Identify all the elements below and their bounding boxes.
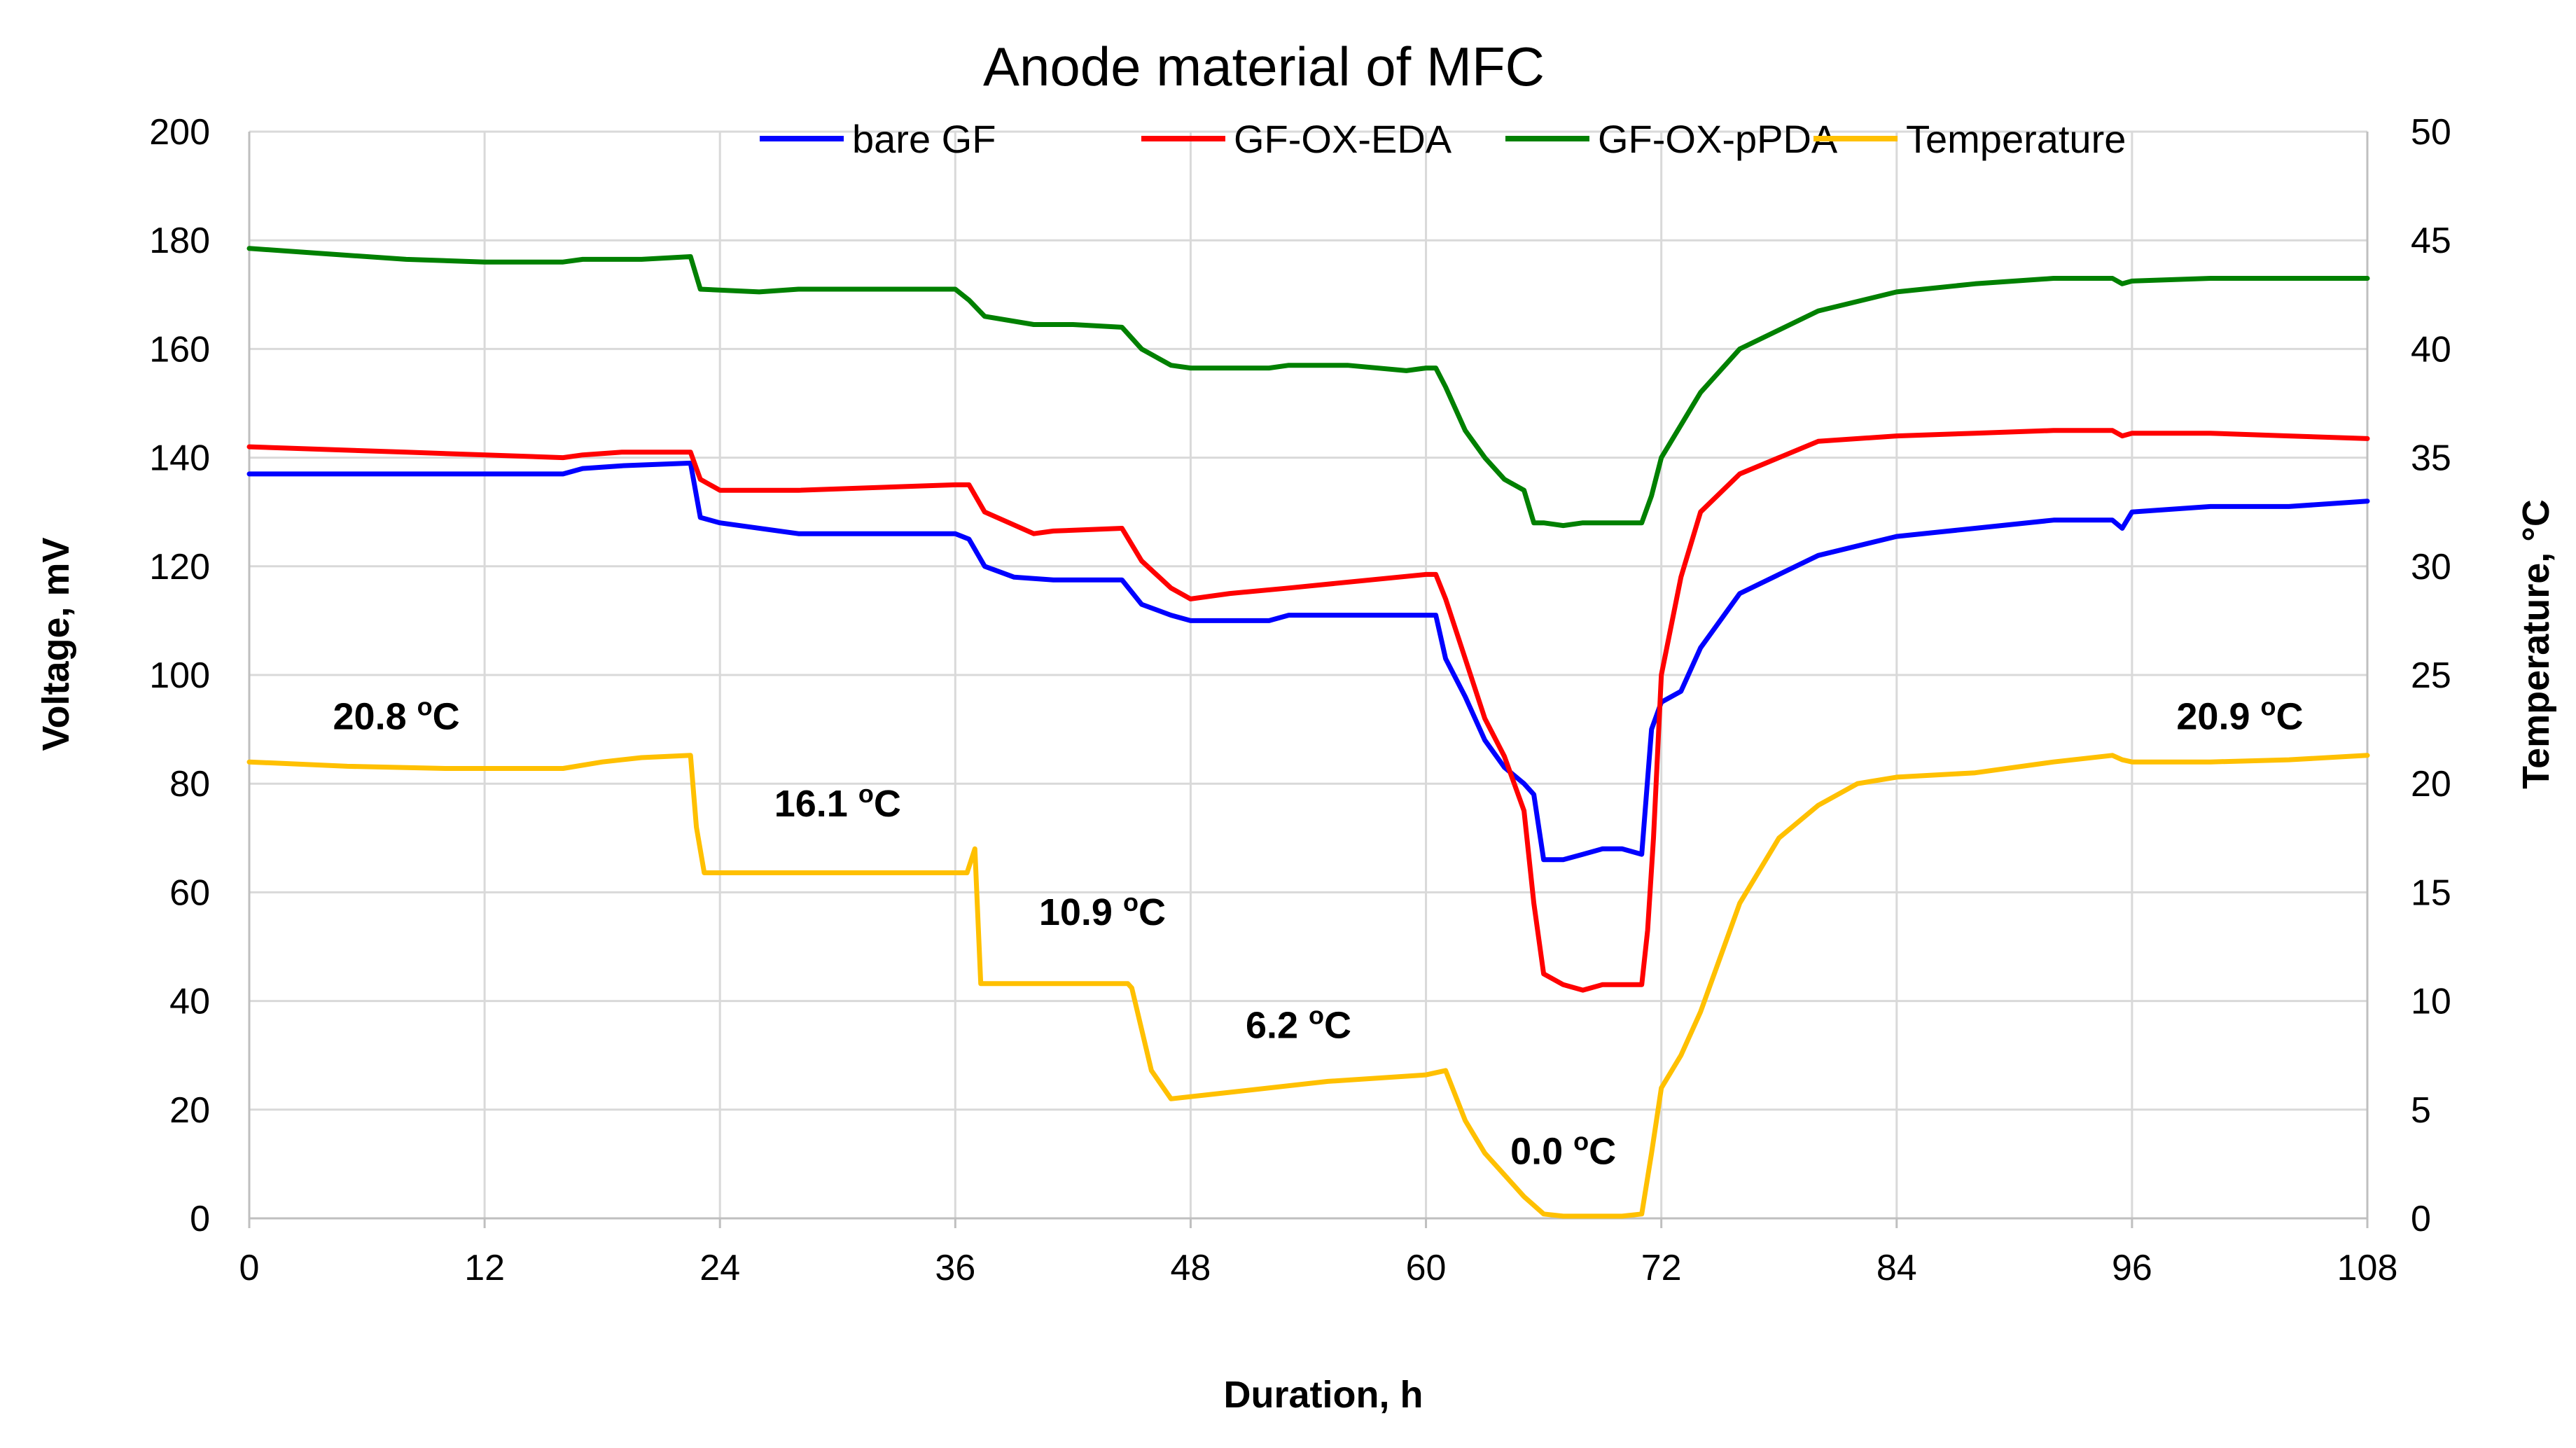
y2-tick-label: 40 (2411, 329, 2451, 370)
legend: bare GF GF-OX-EDA GF-OX-pPDA Temperature (760, 117, 2126, 161)
x-tick-label: 108 (2337, 1248, 2398, 1288)
x-tick-label: 96 (2112, 1248, 2152, 1288)
x-axis-title: Duration, h (1224, 1374, 1423, 1416)
y2-tick-label: 10 (2411, 982, 2451, 1022)
y-tick-label: 160 (149, 329, 210, 370)
grid-layer (249, 130, 2369, 1218)
x-tick-label: 0 (239, 1248, 260, 1288)
annotation-layer: 20.8 oC 16.1 oC 10.9 oC 6.2 oC 0.0 oC 20.9 oC (333, 692, 2304, 1172)
y2-tick-label: 15 (2411, 872, 2451, 913)
y-tick-label: 20 (169, 1090, 210, 1131)
y-tick-label: 180 (149, 221, 210, 261)
y-tick-label: 100 (149, 655, 210, 696)
series-line-bare-gf (246, 460, 2370, 863)
x-tick-label: 84 (1877, 1248, 1917, 1288)
y2-tick-label: 5 (2411, 1090, 2431, 1131)
series-line-gf-ox-ppda (246, 246, 2370, 529)
y2-tick-label: 45 (2411, 221, 2451, 261)
x-tick-label: 24 (699, 1248, 740, 1288)
legend-label: GF-OX-EDA (1234, 117, 1452, 161)
legend-label: Temperature (1906, 117, 2126, 161)
temperature-annotation: 16.1 oC (774, 779, 901, 825)
x-tick-label: 48 (1171, 1248, 1211, 1288)
legend-label: GF-OX-pPDA (1598, 117, 1838, 161)
temperature-annotation: 20.9 oC (2176, 692, 2303, 738)
series-line-temperature (246, 753, 2370, 1219)
y2-tick-label: 50 (2411, 112, 2451, 153)
y-tick-label: 60 (169, 872, 210, 913)
y2-axis-title: Temperature, °C (2515, 499, 2557, 789)
x-tick-label: 60 (1406, 1248, 1447, 1288)
y-tick-label: 40 (169, 982, 210, 1022)
temperature-annotation: 6.2 oC (1246, 1001, 1351, 1047)
y-tick-label: 140 (149, 438, 210, 479)
x-tick-label: 72 (1641, 1248, 1682, 1288)
y-tick-label: 200 (149, 112, 210, 153)
y2-tick-label: 25 (2411, 655, 2451, 696)
y-tick-label: 80 (169, 764, 210, 805)
x-tick-label: 12 (464, 1248, 505, 1288)
y-tick-label: 0 (190, 1199, 210, 1239)
y2-tick-label: 30 (2411, 547, 2451, 587)
temperature-annotation: 10.9 oC (1039, 887, 1166, 933)
series-line-gf-ox-eda (246, 428, 2370, 993)
y2-tick-label: 20 (2411, 764, 2451, 805)
x-tick-label: 36 (935, 1248, 975, 1288)
series-layer (246, 246, 2370, 1219)
y-tick-label: 120 (149, 547, 210, 587)
temperature-annotation: 0.0 oC (1510, 1127, 1616, 1173)
temperature-annotation: 20.8 oC (333, 692, 460, 738)
axes-layer: 0 12 24 36 48 60 72 84 96 10802040608010012014016… (149, 112, 2451, 1288)
y-axis-title: Voltage, mV (35, 537, 77, 751)
chart-title: Anode material of MFC (983, 36, 1545, 97)
legend-label: bare GF (852, 117, 996, 161)
y2-tick-label: 0 (2411, 1199, 2431, 1239)
y2-tick-label: 35 (2411, 438, 2451, 479)
